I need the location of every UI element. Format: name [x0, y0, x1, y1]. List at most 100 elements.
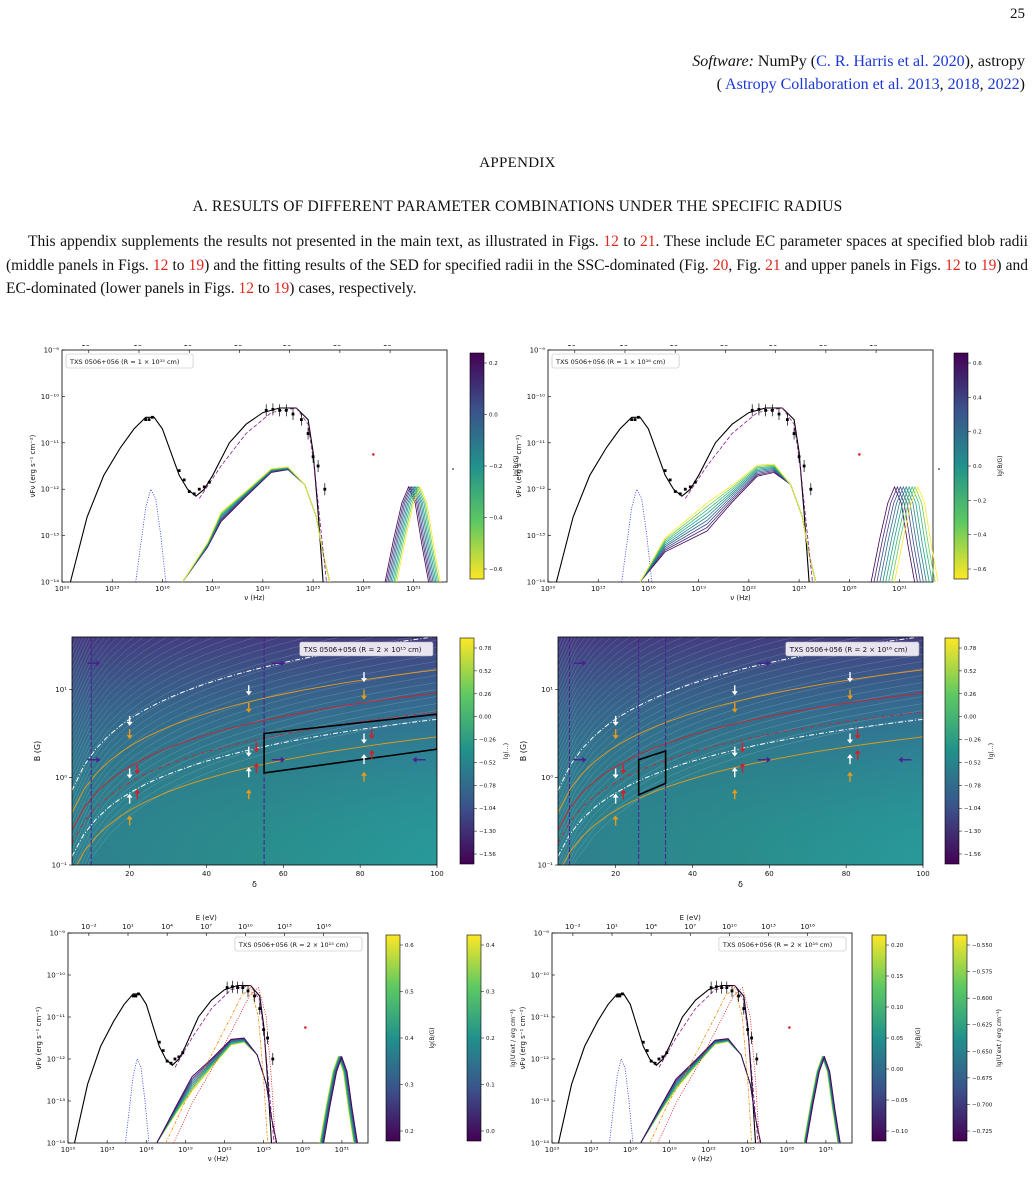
- appendix-paragraph: This appendix supplements the results no…: [6, 233, 1029, 297]
- x-tick-label: 10¹⁰: [61, 1146, 76, 1154]
- figure-ref[interactable]: 20: [712, 256, 729, 274]
- data-point: [157, 1040, 161, 1044]
- colorbar-tick-label: −0.6: [973, 567, 987, 573]
- plot-frame: [61, 349, 448, 583]
- colorbar-tick-label: −0.10: [891, 1129, 908, 1135]
- marker-dot: [452, 468, 454, 470]
- legend-box: [299, 641, 434, 657]
- colorbar-gradient: [953, 352, 969, 580]
- colorbar: 0.2 0.0 −0.2 −0.4 −0.6 lg(B/G): [469, 352, 520, 580]
- figure-ref[interactable]: 12: [945, 256, 961, 274]
- x-tick-label: 10¹⁹: [178, 1146, 193, 1154]
- x-axis-label: δ: [252, 880, 257, 889]
- contour-line: [72, 637, 283, 788]
- y-tick-label: 10⁻¹⁴: [47, 1140, 65, 1148]
- constraint-arrow-head: [134, 770, 141, 775]
- colorbar-tick-label: 0.52: [479, 669, 491, 675]
- data-point: [173, 1057, 177, 1061]
- contour-line: [72, 682, 437, 865]
- citation-link[interactable]: Astropy Collaboration et al. 2013: [725, 76, 940, 93]
- constraint-arrow-head: [854, 749, 861, 754]
- data-point: [181, 1051, 185, 1055]
- figure-ref[interactable]: 12: [238, 280, 254, 297]
- colorbar-tick-label: −0.700: [972, 1102, 993, 1108]
- software-label: Software:: [692, 53, 754, 70]
- bound-red: [72, 711, 437, 844]
- figure-ref[interactable]: 21: [640, 233, 656, 250]
- x-tick-label: 10³¹: [819, 1146, 834, 1154]
- ec-dashed: [658, 985, 759, 1144]
- delta-arrow-head: [96, 756, 101, 763]
- constraint-arrow-head: [854, 735, 861, 740]
- hadronic-curve: [321, 1055, 357, 1144]
- colorbar-tick-label: −0.52: [964, 760, 981, 766]
- x-tick-label: 10¹⁶: [139, 1146, 154, 1154]
- colorbar-gradient: [952, 934, 968, 1142]
- figure-ref[interactable]: 19: [188, 256, 205, 274]
- x-tick-label: 10¹⁶: [155, 585, 170, 593]
- data-point: [657, 1057, 661, 1061]
- constraint-arrow-head: [245, 752, 252, 757]
- constraint-arrow-head: [731, 767, 738, 772]
- ec-dashed: [198, 407, 327, 583]
- colorbar-label: lg(B/G): [997, 456, 1004, 477]
- colorbar-label: lg(B/G): [513, 456, 520, 477]
- allowed-region: [637, 749, 667, 797]
- legend-box: [551, 353, 680, 369]
- colorbar-tick-label: 0.0: [486, 1129, 495, 1135]
- constraint-arrow-head: [612, 721, 619, 726]
- citation-link[interactable]: 2022: [987, 76, 1020, 93]
- contour-line: [570, 710, 923, 865]
- top-tick-label: 10⁷: [720, 345, 732, 348]
- colorbar-tick-label: 0.6: [973, 361, 982, 367]
- top-tick-label: 10¹³: [277, 923, 292, 931]
- contour-line: [74, 689, 437, 865]
- top-tick-label: 10¹⁰: [768, 345, 783, 348]
- colorbar-tick-label: −0.4: [489, 516, 503, 522]
- y-tick-label: 10⁻¹²: [531, 1056, 549, 1064]
- figure-ref[interactable]: 12: [603, 233, 619, 250]
- x-tick-label: 40: [202, 870, 211, 878]
- colorbar-gradient: [385, 934, 401, 1142]
- plot-frame: [547, 349, 934, 583]
- model-curve: [640, 1038, 762, 1144]
- figure-ref[interactable]: 19: [273, 280, 290, 297]
- citation-link[interactable]: C. R. Harris et al. 2020: [816, 53, 965, 70]
- legend-text: TXS 0506+056 (R = 2 × 10¹⁶ cm): [789, 646, 908, 654]
- x-tick-label: 10²⁵: [256, 1146, 271, 1154]
- figure-ref[interactable]: 19: [980, 256, 997, 274]
- colorbar: 0.6 0.5 0.4 0.3 0.2 lg(B/G): [385, 934, 436, 1142]
- ec-orange: [649, 986, 752, 1144]
- figure-ref[interactable]: 21: [765, 256, 781, 274]
- constraint-arrow-head: [620, 789, 627, 794]
- y-tick-label: 10⁻¹¹: [41, 439, 59, 447]
- colorbar-tick-label: −0.550: [972, 943, 993, 949]
- citation-link[interactable]: 2018: [947, 76, 980, 93]
- colorbar-tick-label: 0.00: [891, 1067, 904, 1073]
- x-axis-label: ν (Hz): [244, 594, 265, 602]
- hadronic-curve: [393, 485, 438, 583]
- constraint-arrow-head: [245, 767, 252, 772]
- figure-ref[interactable]: 12: [152, 256, 169, 274]
- contour-line: [72, 675, 437, 859]
- legend-box: [65, 353, 194, 369]
- data-point: [187, 490, 191, 493]
- x-axis-label: ν (Hz): [692, 1155, 713, 1163]
- top-tick-label: 10¹⁶: [316, 923, 331, 931]
- constraint-arrow-head: [731, 752, 738, 757]
- x-tick-label: 10²²: [701, 1146, 716, 1154]
- legend-text: TXS 0506+056 (R = 2 × 10¹⁶ cm): [722, 941, 832, 949]
- constraint-arrow-head: [361, 771, 367, 776]
- contour-line: [560, 689, 923, 865]
- contour-line: [78, 696, 437, 865]
- data-point: [621, 992, 624, 996]
- colorbar-tick-label: 0.00: [964, 715, 977, 721]
- x-tick-label: 10¹³: [591, 585, 606, 593]
- x-tick-label: 60: [279, 870, 288, 878]
- constraint-arrow-head: [126, 774, 133, 779]
- colorbar-tick-label: −0.725: [972, 1129, 993, 1135]
- x-axis-label: δ: [738, 880, 743, 889]
- thermal-bump: [125, 1057, 150, 1144]
- colorbar-gradient: [944, 637, 960, 865]
- data-point: [653, 1061, 657, 1065]
